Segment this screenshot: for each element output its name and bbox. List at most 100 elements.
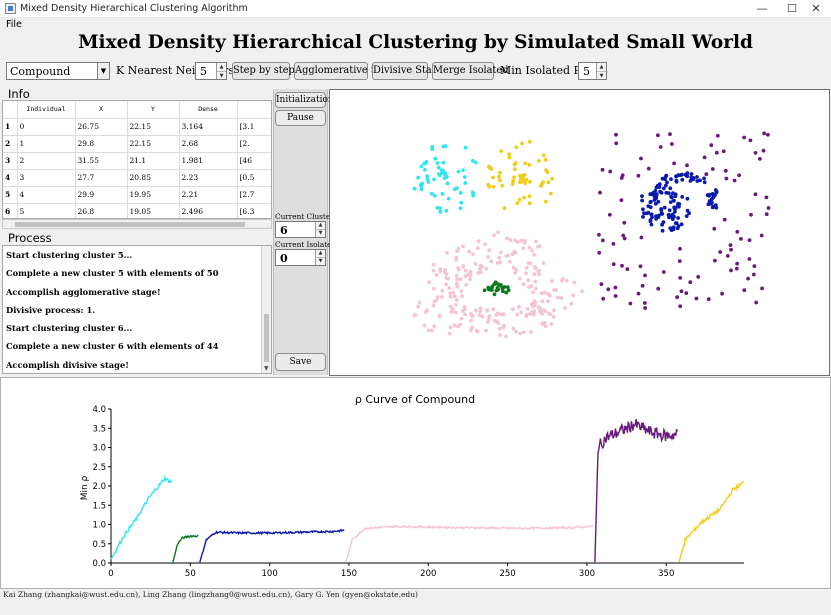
table-cell: 2.21 — [179, 186, 238, 204]
cluster-point-pink — [497, 255, 502, 260]
min-isolated-stepper[interactable]: 5 ▲ ▼ — [578, 62, 607, 80]
x-tick-label: 50 — [185, 569, 196, 579]
cluster-point-purple — [643, 306, 647, 310]
scrollbar-thumb[interactable] — [15, 222, 245, 227]
cluster-point-purple — [668, 132, 672, 136]
column-header[interactable]: Y — [127, 101, 180, 119]
table-row[interactable]: 3 2 31.55 21.1 1.981 [46 — [3, 152, 271, 170]
cluster-point-pink — [539, 291, 544, 296]
maximize-button[interactable]: ☐ — [787, 2, 797, 15]
process-log-line: Complete a new cluster 6 with elements o… — [6, 341, 219, 352]
cluster-point-pink — [455, 285, 460, 289]
cluster-point-purple — [714, 150, 719, 155]
x-tick-label: 250 — [499, 569, 515, 579]
cluster-point-pink — [564, 278, 569, 283]
cluster-point-blue — [676, 224, 681, 229]
cluster-point-cyan — [436, 165, 441, 170]
cluster-point-pink — [452, 323, 457, 328]
cluster-point-blue — [651, 192, 656, 197]
cluster-point-pink — [543, 324, 548, 329]
cluster-point-purple — [597, 232, 601, 237]
cluster-point-pink — [423, 310, 428, 314]
cluster-point-pink — [519, 238, 524, 243]
cluster-point-purple — [722, 217, 727, 222]
process-log[interactable]: Start clustering cluster 5... Complete a … — [2, 245, 272, 374]
cluster-point-pink — [435, 295, 440, 299]
column-header[interactable]: X — [75, 101, 128, 119]
dataset-select[interactable]: Compound ▼ — [6, 62, 110, 80]
column-header[interactable]: Individual — [17, 101, 76, 119]
process-log-line: Start clustering cluster 6... — [6, 323, 133, 334]
cluster-point-blue — [672, 198, 676, 203]
cluster-point-pink — [468, 269, 473, 274]
menu-file[interactable]: File — [6, 19, 22, 30]
info-table[interactable]: Individual X Y Dense 1 0 26.75 22.15 3.164 [3… — [2, 100, 272, 219]
stepper-down-icon[interactable]: ▼ — [217, 71, 226, 79]
cluster-point-gold — [499, 149, 504, 153]
cluster-point-pink — [422, 323, 427, 328]
step-by-step-button[interactable]: Step by step — [232, 62, 295, 80]
close-button[interactable]: ✕ — [811, 2, 821, 15]
pause-button[interactable]: Pause — [275, 110, 326, 126]
cluster-point-purple — [752, 272, 756, 277]
table-row[interactable]: 4 3 27.7 20.85 2.23 [0.5 — [3, 169, 271, 187]
cluster-point-blue — [659, 190, 664, 195]
table-cell: 0 — [17, 118, 76, 136]
scroll-down-icon[interactable]: ▼ — [264, 365, 269, 372]
stepper-up-icon[interactable]: ▲ — [318, 250, 323, 256]
divisive-stage-button[interactable]: Divisive Stage — [372, 62, 444, 80]
cluster-point-pink — [417, 300, 422, 305]
current-clusters-stepper[interactable]: 6 ▲ ▼ — [275, 221, 326, 238]
cluster-point-purple — [739, 237, 743, 241]
cluster-point-purple — [656, 133, 660, 138]
cluster-point-pink — [531, 304, 535, 309]
chevron-down-icon[interactable]: ▼ — [97, 63, 109, 79]
k-neighbors-stepper[interactable]: 5 ▲ ▼ — [195, 62, 227, 80]
process-vertical-scrollbar[interactable]: ▼ — [261, 246, 271, 373]
cluster-point-pink — [514, 329, 518, 334]
cluster-point-cyan — [473, 160, 478, 165]
cluster-point-blue — [663, 174, 668, 179]
cluster-point-purple — [628, 301, 633, 306]
stepper-down-icon[interactable]: ▼ — [316, 229, 325, 236]
initialization-button[interactable]: Initialization — [275, 92, 334, 108]
agglomerative-stage-button[interactable]: Agglomerative Stage — [294, 62, 399, 80]
cluster-point-pink — [534, 239, 538, 244]
cluster-point-purple — [678, 246, 682, 251]
minimize-button[interactable]: — — [756, 2, 768, 15]
cluster-point-pink — [456, 266, 460, 270]
cluster-point-pink — [563, 306, 568, 311]
cluster-point-cyan — [438, 210, 443, 214]
cluster-point-pink — [487, 248, 492, 253]
column-header[interactable]: Dense — [179, 101, 238, 119]
cluster-point-cyan — [442, 172, 447, 176]
info-horizontal-scrollbar[interactable] — [2, 219, 272, 229]
cluster-point-pink — [521, 282, 526, 286]
cluster-point-pink — [540, 321, 545, 326]
stepper-up-icon[interactable]: ▲ — [599, 64, 604, 70]
table-row[interactable]: 2 1 29.8 22.15 2.68 [2. — [3, 135, 271, 153]
cluster-point-purple — [709, 143, 714, 148]
x-tick-label: 350 — [658, 569, 674, 579]
stepper-up-icon[interactable]: ▲ — [318, 222, 323, 228]
scrollbar-thumb[interactable] — [264, 314, 269, 362]
cluster-point-purple — [672, 161, 676, 166]
table-row[interactable]: 6 5 26.8 19.05 2.496 [6.3 — [3, 203, 271, 218]
table-row[interactable]: 5 4 29.9 19.95 2.21 [2.7 — [3, 186, 271, 204]
cluster-point-blue — [657, 182, 662, 186]
table-row[interactable]: 1 0 26.75 22.15 3.164 [3.1 — [3, 118, 271, 136]
column-header[interactable] — [237, 101, 271, 119]
current-isolated-stepper[interactable]: 0 ▲ ▼ — [275, 249, 326, 266]
merge-isolated-button[interactable]: Merge Isolated — [432, 62, 508, 80]
cluster-point-cyan — [429, 191, 434, 196]
stepper-down-icon[interactable]: ▼ — [597, 71, 606, 79]
y-tick-label: 1.5 — [92, 501, 106, 511]
stepper-down-icon[interactable]: ▼ — [316, 257, 325, 264]
cluster-point-blue — [680, 195, 685, 199]
cluster-point-blue — [691, 177, 696, 182]
cluster-point-purple — [656, 286, 661, 291]
stepper-up-icon[interactable]: ▲ — [219, 64, 224, 70]
cluster-point-pink — [463, 312, 467, 317]
cluster-point-cyan — [433, 156, 438, 161]
save-button[interactable]: Save — [275, 353, 326, 371]
